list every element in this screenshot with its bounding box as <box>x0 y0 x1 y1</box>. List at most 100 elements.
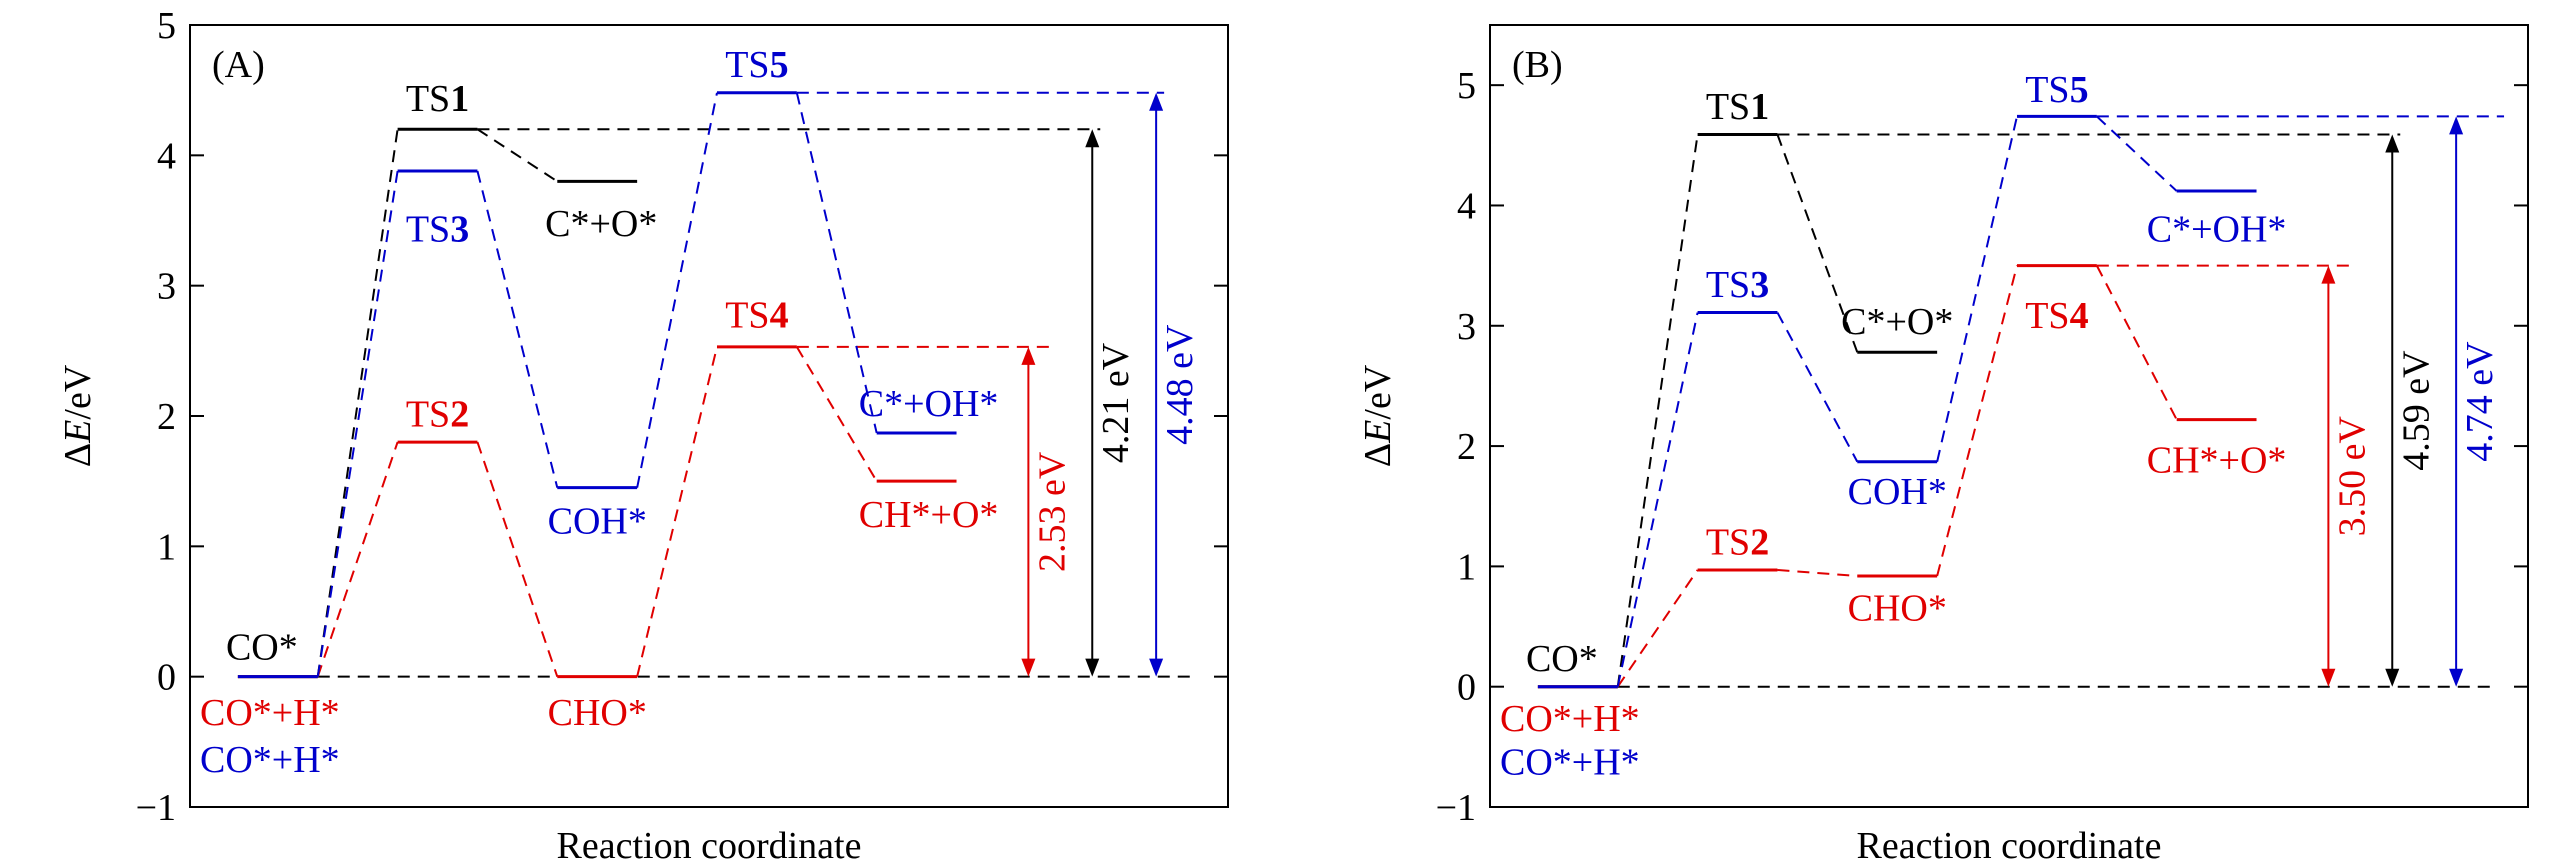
state-label-index: 2 <box>450 393 469 435</box>
state-label-text: CO*+H* <box>1500 742 1640 784</box>
state-label-text: CH*+O* <box>859 494 999 536</box>
state-label-text: TS <box>406 78 450 120</box>
state-label-index: 4 <box>2070 295 2089 337</box>
panel-a: 5 4 3 2 1 0 −1 (A) Reaction coordinate ΔE/eV 2.53 … <box>57 5 1229 866</box>
energy-barrier-label: 4.59 eV <box>2395 350 2437 471</box>
state-label: CO*+H* <box>200 692 340 734</box>
state-label: COH* <box>548 500 647 542</box>
connector-red <box>476 441 559 677</box>
y-axis-label: ΔE/eV <box>57 364 99 467</box>
state-label-index: 1 <box>1750 86 1769 128</box>
state-label-text: CO*+H* <box>1500 698 1640 740</box>
y-tick-label: 5 <box>157 5 176 47</box>
state-label-text: TS <box>725 44 769 86</box>
connector-red <box>795 346 878 482</box>
connector-blue <box>1776 312 1859 463</box>
connector-red <box>316 441 399 677</box>
state-label: TS1 <box>406 78 469 120</box>
state-label-text: C*+O* <box>1841 301 1953 343</box>
state-label: TS5 <box>2025 69 2088 111</box>
energy-arrow-head-top <box>2385 134 2400 153</box>
y-axis-label-var: E <box>57 420 99 444</box>
state-label: C*+O* <box>545 203 657 245</box>
y-tick-label: −1 <box>1436 787 1476 829</box>
connector-blue <box>795 92 878 434</box>
state-label: TS2 <box>406 393 469 435</box>
state-label-text: TS <box>1706 521 1750 563</box>
state-label-text: TS <box>1706 86 1750 128</box>
state-label-text: COH* <box>548 500 647 542</box>
state-label-text: CH*+O* <box>2147 440 2287 482</box>
y-tick-label: 4 <box>1457 185 1476 227</box>
state-label: CHO* <box>548 692 647 734</box>
x-axis-label: Reaction coordinate <box>1857 825 2162 866</box>
energy-barrier-label: 2.53 eV <box>1031 451 1073 572</box>
energy-arrow-head-bottom <box>1149 658 1164 677</box>
state-label: C*+O* <box>1841 301 1953 343</box>
energy-arrow-head-bottom <box>1085 658 1100 677</box>
state-label: TS3 <box>406 208 469 250</box>
y-axis-label-delta: Δ <box>57 443 99 467</box>
connector-blue <box>316 170 399 677</box>
y-tick-label: 3 <box>1457 306 1476 348</box>
state-label-text: CO* <box>226 627 298 669</box>
state-label: CO*+H* <box>1500 698 1640 740</box>
energy-arrow-head-top <box>2449 116 2464 135</box>
state-label-text: TS <box>1706 264 1750 306</box>
state-label-text: TS <box>2025 295 2069 337</box>
state-label-text: TS <box>406 208 450 250</box>
state-label-text: TS <box>2025 69 2069 111</box>
state-label-text: C*+O* <box>545 203 657 245</box>
connector-red <box>1936 265 2018 577</box>
state-label-index: 3 <box>1750 264 1769 306</box>
y-axis-label-var: E <box>1357 420 1399 444</box>
state-label: CO* <box>226 627 298 669</box>
state-label: CH*+O* <box>859 494 999 536</box>
panel-b: 5 4 3 2 1 0 −1 (B) Reaction coordinate ΔE/eV 3.50 … <box>1357 24 2529 866</box>
state-label-text: CHO* <box>548 692 647 734</box>
energy-arrow-head-bottom <box>1021 658 1036 677</box>
state-label: TS4 <box>2025 295 2088 337</box>
connector-blue <box>1616 312 1699 687</box>
y-tick-label: 1 <box>157 526 176 568</box>
plot-frame <box>1489 24 2529 808</box>
panel-label: (A) <box>212 44 265 86</box>
energy-barrier-label: 4.21 eV <box>1095 342 1137 463</box>
y-axis-label-unit: /eV <box>1357 364 1399 419</box>
y-tick-label: −1 <box>136 787 176 829</box>
state-label-text: C*+OH* <box>859 383 999 425</box>
y-tick-label: 0 <box>157 657 176 699</box>
state-label: COH* <box>1848 471 1947 513</box>
y-tick-label: 1 <box>1457 546 1476 588</box>
state-label-index: 5 <box>770 44 789 86</box>
state-label-text: CO* <box>1526 638 1598 680</box>
state-label: C*+OH* <box>2147 209 2287 251</box>
connector-blue <box>636 92 718 488</box>
energy-arrow-head-top <box>1149 92 1164 111</box>
state-label-index: 5 <box>2070 69 2089 111</box>
y-axis-label: ΔE/eV <box>1357 364 1399 467</box>
connector-blue <box>2096 115 2178 192</box>
connector-blue <box>476 170 559 488</box>
energy-arrow-head-bottom <box>2385 668 2400 687</box>
y-tick-label: 2 <box>1457 426 1476 468</box>
state-label: CO*+H* <box>1500 742 1640 784</box>
x-axis-label: Reaction coordinate <box>557 825 862 866</box>
connector-red <box>1777 568 1858 578</box>
connector-red <box>2095 265 2178 421</box>
y-tick-label: 5 <box>1457 65 1476 107</box>
energy-barrier-label: 4.48 eV <box>1159 324 1201 445</box>
state-label: CO* <box>1526 638 1598 680</box>
state-label-index: 3 <box>450 208 469 250</box>
state-label: C*+OH* <box>859 383 999 425</box>
state-label-text: TS <box>406 393 450 435</box>
state-label: CH*+O* <box>2147 440 2287 482</box>
energy-arrow-head-top <box>1085 129 1100 148</box>
state-label-text: TS <box>725 294 769 336</box>
y-tick-label: 3 <box>157 266 176 308</box>
energy-arrow-head-bottom <box>2321 668 2336 687</box>
connector-black <box>1616 134 1699 687</box>
state-label-index: 2 <box>1750 521 1769 563</box>
energy-arrow-head-top <box>1021 346 1036 365</box>
energy-barrier-label: 4.74 eV <box>2459 341 2501 462</box>
